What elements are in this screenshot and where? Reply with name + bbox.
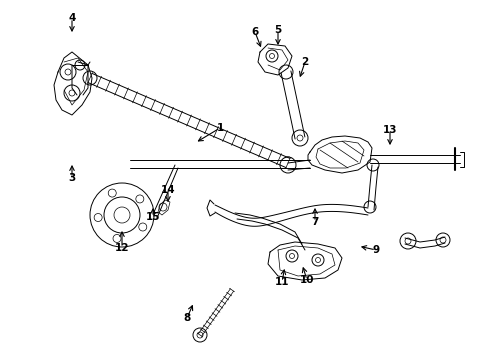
Circle shape — [193, 328, 207, 342]
Circle shape — [60, 64, 76, 80]
Circle shape — [367, 159, 379, 171]
Text: 11: 11 — [275, 277, 289, 287]
Text: 1: 1 — [217, 123, 223, 133]
Text: 12: 12 — [115, 243, 129, 253]
Circle shape — [279, 65, 293, 79]
Circle shape — [400, 233, 416, 249]
Circle shape — [436, 233, 450, 247]
Text: 2: 2 — [301, 57, 309, 67]
Circle shape — [312, 254, 324, 266]
Text: 15: 15 — [146, 212, 160, 222]
Circle shape — [64, 85, 80, 101]
Text: 6: 6 — [251, 27, 259, 37]
Circle shape — [280, 157, 296, 173]
Circle shape — [83, 71, 97, 85]
Circle shape — [266, 50, 278, 62]
Text: 14: 14 — [161, 185, 175, 195]
Text: 13: 13 — [383, 125, 397, 135]
Circle shape — [75, 60, 85, 70]
Text: 8: 8 — [183, 313, 191, 323]
Circle shape — [286, 250, 298, 262]
Circle shape — [282, 157, 294, 169]
Text: 4: 4 — [68, 13, 75, 23]
Text: 9: 9 — [372, 245, 380, 255]
Circle shape — [292, 130, 308, 146]
Circle shape — [364, 201, 376, 213]
Circle shape — [90, 183, 154, 247]
Text: 3: 3 — [69, 173, 75, 183]
Text: 7: 7 — [311, 217, 318, 227]
Text: 5: 5 — [274, 25, 282, 35]
Circle shape — [159, 203, 167, 211]
Text: 10: 10 — [300, 275, 314, 285]
